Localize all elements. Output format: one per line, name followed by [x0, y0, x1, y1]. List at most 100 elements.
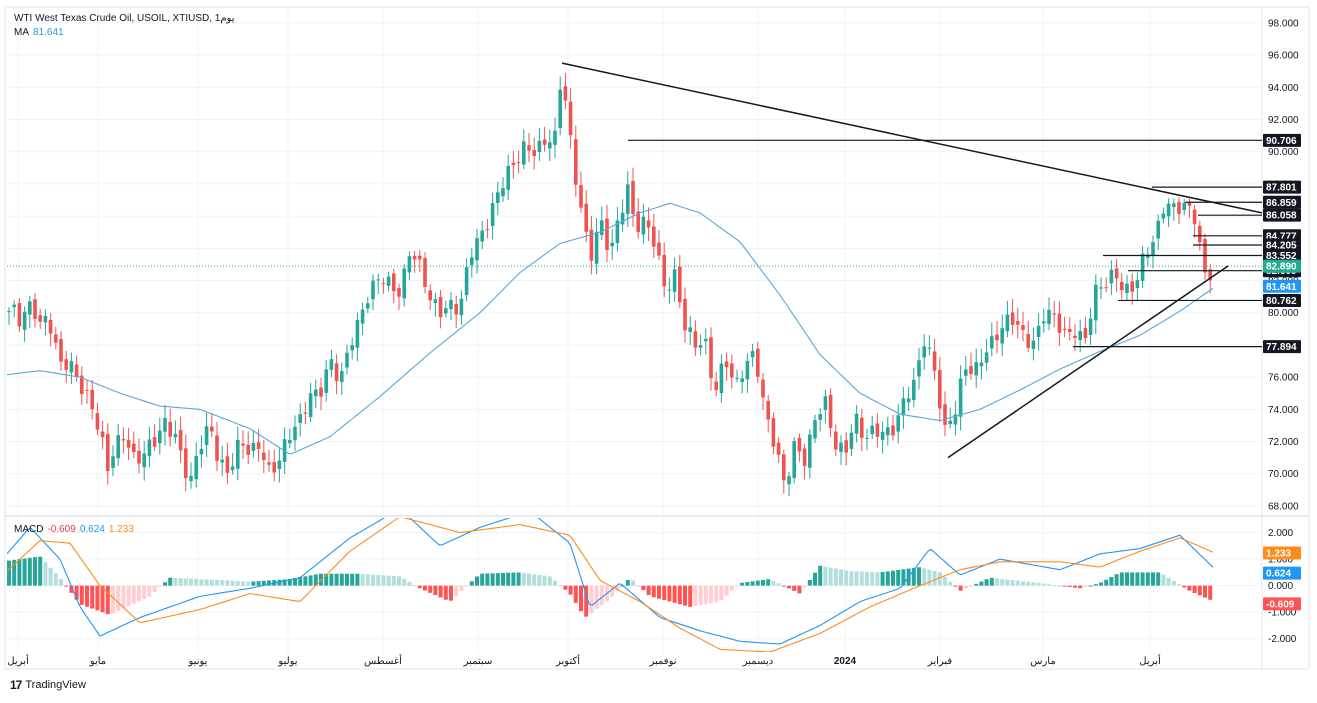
tradingview-logo[interactable]: 17 TradingView — [10, 678, 86, 692]
macd-histogram-bar — [194, 578, 199, 586]
candle-body — [22, 311, 27, 330]
macd-histogram-bar — [1041, 583, 1046, 586]
candle — [147, 426, 152, 468]
candle-body — [511, 162, 516, 166]
candle-body — [1047, 309, 1051, 324]
candle-body — [688, 327, 692, 332]
macd-histogram-bar — [235, 581, 240, 586]
candle — [1130, 273, 1134, 305]
candle — [828, 388, 833, 438]
candle-body — [256, 442, 261, 449]
x-tick-label: 2024 — [834, 656, 857, 667]
candle — [792, 436, 796, 484]
candle — [272, 449, 276, 482]
x-tick-label: فبراير — [927, 656, 953, 667]
candle — [704, 328, 708, 355]
macd-legend[interactable]: MACD -0.609 0.624 1.233 — [14, 524, 134, 535]
candle — [236, 426, 240, 481]
candle — [470, 248, 474, 278]
candle — [834, 424, 838, 457]
candle — [542, 126, 547, 152]
candle — [423, 252, 427, 294]
candle-body — [1166, 203, 1171, 217]
candle-body — [324, 369, 328, 393]
candle-body — [594, 231, 599, 264]
candle — [116, 423, 120, 467]
candle — [698, 334, 703, 356]
x-tick-label: يوليو — [277, 656, 297, 667]
chart-title[interactable]: WTI West Texas Crude Oil, USOIL, XTIUSD,… — [14, 13, 235, 24]
price-level-text: 86.859 — [1266, 198, 1297, 209]
macd-histogram-bar — [277, 579, 282, 586]
macd-histogram-bar — [766, 579, 771, 586]
macd-histogram-bar — [631, 580, 635, 586]
candle-body — [828, 395, 833, 429]
candle-body — [860, 417, 864, 438]
candle — [1026, 320, 1030, 353]
macd-histogram-bar — [1171, 580, 1176, 586]
candle-body — [782, 454, 786, 481]
candle — [1099, 277, 1103, 300]
macd-histogram-bar — [303, 576, 308, 586]
candle — [932, 338, 937, 381]
candle-body — [168, 422, 172, 437]
macd-histogram-bar — [293, 578, 297, 586]
macd-histogram-bar — [1083, 585, 1088, 587]
candle-body — [1083, 327, 1088, 339]
price-level-label: 86.058 — [1263, 208, 1301, 222]
candle — [381, 277, 386, 294]
candle-body — [116, 435, 120, 459]
price-level-label: 83.552 — [1263, 249, 1301, 263]
macd-histogram-bar — [485, 573, 490, 586]
candle-body — [1187, 202, 1192, 206]
macd-signal-value: 1.233 — [108, 524, 134, 535]
candle-body — [792, 441, 796, 479]
tradingview-logo-icon: 17 — [10, 678, 22, 692]
ma-legend[interactable]: MA 81.641 — [14, 27, 64, 38]
candle-body — [199, 448, 204, 455]
candle-body — [340, 371, 344, 383]
macd-histogram-bar — [423, 585, 427, 591]
candle-body — [184, 448, 188, 479]
candle-body — [371, 280, 375, 300]
macd-histogram-bar — [839, 569, 843, 586]
macd-histogram-bar — [646, 585, 651, 595]
candle-body — [537, 140, 542, 152]
macd-histogram — [7, 556, 1213, 617]
macd-histogram-bar — [251, 581, 256, 586]
macd-line-value: 0.624 — [79, 524, 105, 535]
candle-body — [69, 361, 74, 373]
macd-histogram-bar — [511, 572, 516, 586]
macd-histogram-bar — [698, 585, 703, 606]
macd-histogram-bar — [745, 582, 750, 586]
candle — [610, 229, 614, 260]
candle — [958, 365, 963, 431]
candle — [756, 341, 760, 384]
macd-histogram-bar — [1125, 572, 1129, 586]
candle — [376, 273, 380, 294]
macd-histogram-bar — [787, 585, 791, 589]
macd-histogram-bar — [849, 571, 854, 586]
macd-histogram-bar — [53, 573, 58, 586]
candle — [277, 448, 282, 483]
candle-body — [657, 242, 661, 256]
macd-histogram-bar — [298, 577, 303, 586]
macd-histogram-bar — [443, 585, 448, 600]
candle — [386, 271, 391, 292]
candles — [7, 72, 1212, 497]
candle — [1125, 275, 1129, 300]
candle — [38, 308, 42, 329]
candle — [1047, 297, 1051, 331]
candle — [922, 334, 926, 371]
candle-body — [111, 456, 115, 468]
candle-body — [402, 268, 406, 299]
candle — [184, 434, 188, 492]
candle-body — [397, 287, 401, 297]
macd-histogram-bar — [995, 578, 999, 586]
candle-body — [293, 426, 297, 441]
candle — [444, 300, 448, 318]
macd-histogram-bar — [454, 585, 459, 596]
candle — [126, 428, 131, 461]
macd-histogram-bar — [922, 568, 927, 586]
